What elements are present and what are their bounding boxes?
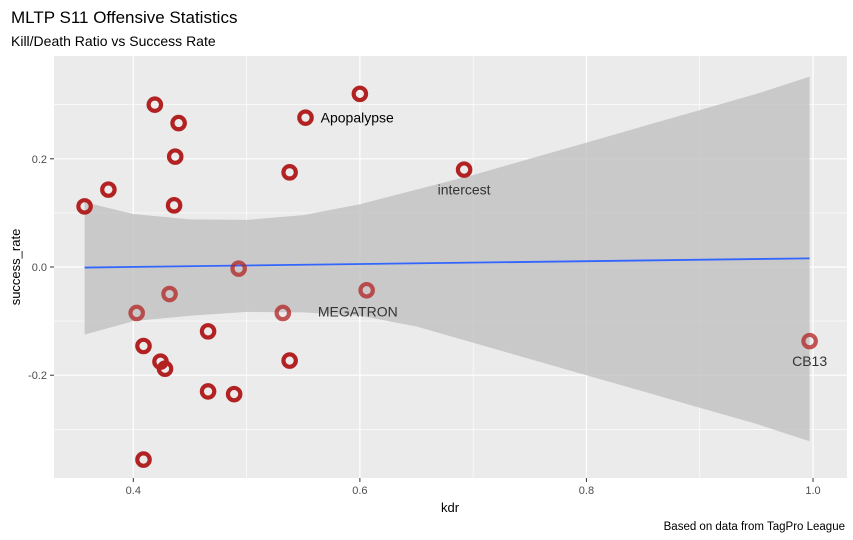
data-point — [146, 96, 164, 113]
data-point — [76, 198, 93, 215]
data-point — [230, 260, 247, 277]
data-point — [801, 332, 818, 350]
data-point — [128, 304, 145, 322]
point-label: MEGATRON — [318, 303, 398, 319]
data-point — [358, 281, 375, 299]
data-point — [274, 304, 292, 322]
point-label: Apopalypse — [321, 110, 394, 126]
data-point — [100, 181, 117, 198]
data-point — [199, 323, 217, 340]
x-tick-label: 0.6 — [352, 485, 367, 497]
trend-line — [84, 257, 810, 269]
data-point — [281, 164, 298, 181]
point-label: intercest — [438, 182, 491, 198]
data-point — [161, 285, 178, 303]
data-points — [76, 85, 818, 468]
x-tick-label: 0.4 — [126, 485, 141, 497]
data-point — [297, 109, 314, 126]
data-point — [170, 114, 187, 132]
data-point — [199, 383, 217, 400]
confidence-band — [84, 76, 810, 442]
x-axis-ticks: 0.4 0.6 0.8 1.0 — [126, 478, 821, 497]
x-axis-title: kdr — [441, 500, 460, 515]
data-point — [351, 85, 369, 103]
x-tick-label: 0.8 — [579, 485, 594, 497]
chart-subtitle: Kill/Death Ratio vs Success Rate — [11, 33, 216, 49]
point-labels: Apopalypse intercest MEGATRON CB13 — [318, 110, 827, 369]
chart-title: MLTP S11 Offensive Statistics — [11, 8, 237, 27]
data-point — [225, 385, 243, 403]
data-point — [455, 161, 473, 178]
y-tick-label: 0.0 — [32, 262, 47, 274]
point-label: CB13 — [792, 353, 827, 369]
data-point — [166, 148, 184, 165]
data-point — [165, 197, 183, 214]
y-tick-label: 0.2 — [32, 154, 47, 166]
data-point — [156, 360, 174, 378]
data-point — [135, 451, 152, 468]
data-point — [135, 337, 152, 355]
chart-caption: Based on data from TagPro League — [664, 521, 845, 533]
y-axis-ticks: -0.2 0.0 0.2 — [28, 154, 54, 382]
x-tick-label: 1.0 — [805, 485, 820, 497]
data-point — [281, 352, 298, 369]
y-axis-title: success_rate — [8, 229, 23, 306]
y-tick-label: -0.2 — [28, 370, 47, 382]
